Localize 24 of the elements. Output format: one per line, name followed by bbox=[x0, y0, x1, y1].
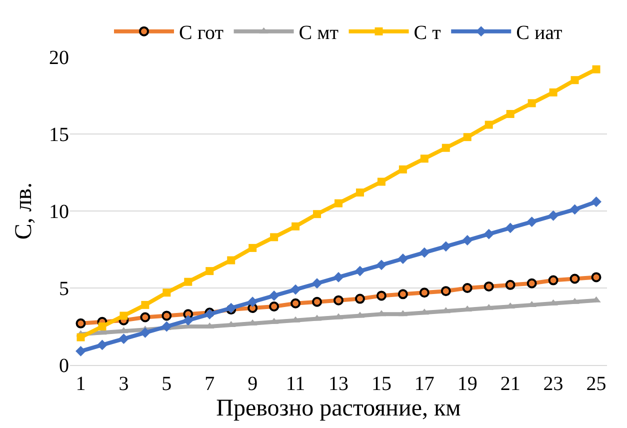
y-tick-label: 20 bbox=[49, 47, 69, 69]
x-tick-label: 3 bbox=[118, 373, 129, 395]
legend-label: C мт bbox=[298, 22, 339, 44]
x-tick-label: 9 bbox=[248, 373, 258, 395]
y-tick-label: 5 bbox=[59, 278, 69, 300]
x-tick-label: 7 bbox=[204, 373, 215, 395]
x-tick-label: 25 bbox=[586, 373, 606, 395]
x-axis-title: Превозно растояние, км bbox=[216, 395, 461, 422]
x-tick-label: 23 bbox=[543, 373, 564, 395]
y-tick-label: 15 bbox=[49, 124, 69, 146]
x-tick-label: 17 bbox=[414, 373, 434, 395]
y-axis-title: C, лв. bbox=[11, 182, 38, 240]
x-tick-label: 13 bbox=[328, 373, 348, 395]
x-tick-label: 5 bbox=[162, 373, 172, 395]
x-tick-label: 21 bbox=[500, 373, 520, 395]
x-tick-label: 15 bbox=[371, 373, 392, 395]
legend-label: C иат bbox=[516, 22, 563, 44]
x-tick-label: 19 bbox=[457, 373, 478, 395]
legend-label: C гот bbox=[179, 22, 224, 44]
x-tick-label: 11 bbox=[286, 373, 306, 395]
legend-label: C т bbox=[414, 22, 442, 44]
y-tick-label: 10 bbox=[49, 201, 69, 223]
y-tick-label: 0 bbox=[59, 355, 69, 377]
x-tick-label: 1 bbox=[76, 373, 86, 395]
